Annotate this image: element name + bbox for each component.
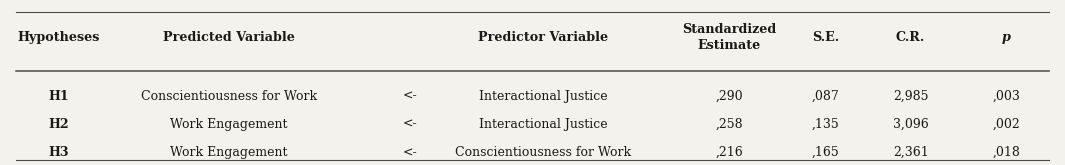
Text: ,290: ,290: [716, 90, 743, 103]
Text: Predictor Variable: Predictor Variable: [478, 32, 608, 44]
Text: ,135: ,135: [812, 118, 839, 131]
Text: Work Engagement: Work Engagement: [170, 146, 288, 159]
Text: ,018: ,018: [993, 146, 1020, 159]
Text: ,003: ,003: [993, 90, 1020, 103]
Text: Interactional Justice: Interactional Justice: [479, 90, 607, 103]
Text: Work Engagement: Work Engagement: [170, 118, 288, 131]
Text: H3: H3: [48, 146, 69, 159]
Text: ,216: ,216: [716, 146, 743, 159]
Text: Hypotheses: Hypotheses: [17, 32, 100, 44]
Text: Conscientiousness for Work: Conscientiousness for Work: [455, 146, 632, 159]
Text: <-: <-: [403, 146, 417, 159]
Text: H2: H2: [48, 118, 69, 131]
Text: 2,985: 2,985: [892, 90, 929, 103]
Text: ,165: ,165: [812, 146, 839, 159]
Text: C.R.: C.R.: [896, 32, 925, 44]
Text: Conscientiousness for Work: Conscientiousness for Work: [141, 90, 317, 103]
Text: ,087: ,087: [812, 90, 839, 103]
Text: 3,096: 3,096: [892, 118, 929, 131]
Text: p: p: [1002, 32, 1011, 44]
Text: S.E.: S.E.: [812, 32, 839, 44]
Text: Interactional Justice: Interactional Justice: [479, 118, 607, 131]
Text: 2,361: 2,361: [892, 146, 929, 159]
Text: ,002: ,002: [993, 118, 1020, 131]
Text: ,258: ,258: [716, 118, 743, 131]
Text: Predicted Variable: Predicted Variable: [163, 32, 295, 44]
Text: Standardized
Estimate: Standardized Estimate: [683, 23, 776, 52]
Text: <-: <-: [403, 118, 417, 131]
Text: <-: <-: [403, 90, 417, 103]
Text: H1: H1: [48, 90, 69, 103]
